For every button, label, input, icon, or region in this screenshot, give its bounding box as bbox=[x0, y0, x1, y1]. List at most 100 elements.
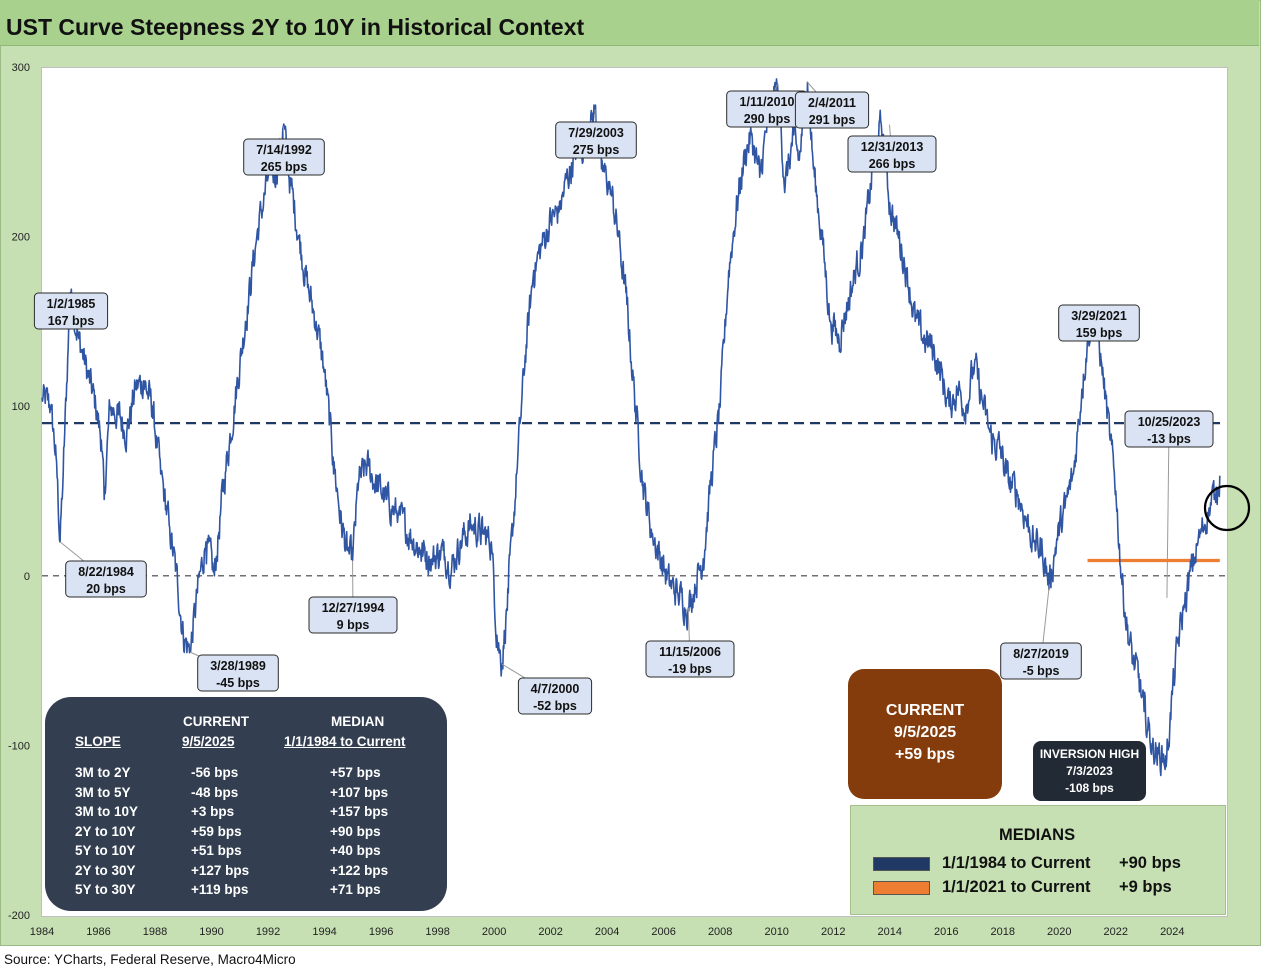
callout-box bbox=[555, 121, 637, 159]
x-tick-label: 1994 bbox=[312, 926, 336, 938]
callout-box bbox=[197, 654, 279, 692]
callout-value: 266 bps bbox=[869, 157, 916, 171]
chart-title: UST Curve Steepness 2Y to 10Y in Histori… bbox=[6, 14, 585, 40]
current-title: CURRENT bbox=[885, 702, 965, 719]
table-row-current: -48 bps bbox=[191, 784, 239, 800]
table-row-median: +71 bps bbox=[330, 882, 381, 897]
callout-leader bbox=[1166, 428, 1170, 598]
table-row-current: +51 bps bbox=[191, 843, 242, 858]
x-tick-label: 2002 bbox=[538, 926, 562, 938]
callout-date: 7/29/2003 bbox=[568, 126, 624, 140]
table-row-current: +119 bps bbox=[191, 882, 249, 897]
x-tick-label: 2010 bbox=[764, 926, 788, 938]
callout-date: 2/4/2011 bbox=[808, 96, 856, 110]
y-tick-label: 300 bbox=[12, 62, 30, 74]
annotation-callout: 3/28/1989 -45 bps bbox=[197, 654, 279, 692]
x-tick-label: 2004 bbox=[595, 926, 619, 938]
legend-swatch-recent bbox=[873, 881, 930, 895]
table-row-median: +122 bps bbox=[330, 862, 389, 878]
current-callout: CURRENT 9/5/2025 +59 bps bbox=[848, 669, 1002, 799]
annotation-callout: 10/25/2023 -13 bps bbox=[1124, 410, 1214, 448]
annotation-callout: 8/27/2019 -5 bps bbox=[1000, 642, 1082, 680]
callout-value: -13 bps bbox=[1147, 432, 1191, 446]
x-tick-label: 1996 bbox=[369, 926, 393, 938]
callout-value: -45 bps bbox=[216, 676, 260, 690]
annotation-callout: 1/2/1985 167 bps bbox=[33, 292, 109, 330]
x-tick-label: 1984 bbox=[30, 926, 54, 938]
medians-legend: MEDIANS 1/1/1984 to Current +90 bps 1/1/… bbox=[850, 805, 1226, 915]
callout-value: 275 bps bbox=[573, 143, 620, 157]
legend-swatch-long bbox=[873, 857, 930, 871]
annotation-callout: 8/22/1984 20 bps bbox=[65, 560, 147, 598]
y-tick-label: 100 bbox=[12, 401, 30, 413]
x-tick-label: 2022 bbox=[1104, 926, 1128, 938]
current-date: 9/5/2025 bbox=[893, 724, 957, 741]
x-tick-label: 2020 bbox=[1047, 926, 1071, 938]
callout-box bbox=[1058, 304, 1140, 342]
callout-value: 159 bps bbox=[1076, 326, 1123, 340]
callout-box bbox=[645, 640, 735, 678]
callout-date: 3/28/1989 bbox=[210, 659, 266, 673]
current-value-circle bbox=[1203, 484, 1251, 532]
table-subheader-current: 9/5/2025 bbox=[182, 734, 235, 749]
callout-box bbox=[1124, 410, 1214, 448]
callout-date: 12/31/2013 bbox=[861, 140, 924, 154]
legend-label-recent: 1/1/2021 to Current bbox=[942, 878, 1091, 896]
medians-title: MEDIANS bbox=[999, 826, 1076, 844]
table-header-median: MEDIAN bbox=[331, 714, 385, 729]
x-tick-label: 2024 bbox=[1160, 926, 1184, 938]
callout-value: 265 bps bbox=[261, 160, 308, 174]
table-row-current: +127 bps bbox=[191, 862, 250, 878]
x-tick-label: 2014 bbox=[877, 926, 901, 938]
annotation-callout: 7/29/2003 275 bps bbox=[555, 121, 637, 159]
table-row-slope: 3M to 5Y bbox=[75, 784, 131, 800]
table-row-slope: 2Y to 10Y bbox=[75, 823, 136, 839]
callout-value: 167 bps bbox=[48, 314, 95, 328]
table-row-median: +40 bps bbox=[330, 843, 381, 858]
inversion-title: INVERSION HIGH bbox=[1039, 747, 1140, 761]
callout-date: 7/14/1992 bbox=[256, 143, 312, 157]
callout-date: 8/22/1984 bbox=[78, 565, 134, 579]
callout-value: 291 bps bbox=[809, 113, 856, 127]
annotation-callout: 2/4/2011 291 bps bbox=[794, 91, 870, 129]
table-row-current: +59 bps bbox=[191, 823, 242, 839]
table-row-slope: 5Y to 30Y bbox=[75, 882, 136, 897]
source-note: Source: YCharts, Federal Reserve, Macro4… bbox=[4, 952, 296, 967]
annotation-callout: 4/7/2000 -52 bps bbox=[517, 677, 593, 715]
legend-label-long: 1/1/1984 to Current bbox=[942, 854, 1091, 872]
callout-date: 1/2/1985 bbox=[47, 297, 96, 311]
callout-box bbox=[65, 560, 147, 598]
legend-value-long: +90 bps bbox=[1119, 854, 1181, 872]
inversion-value: -108 bps bbox=[1065, 781, 1114, 795]
callout-date: 8/27/2019 bbox=[1013, 647, 1069, 661]
table-row-slope: 5Y to 10Y bbox=[75, 843, 136, 858]
table-row-current: +3 bps bbox=[191, 804, 235, 819]
table-row-current: -56 bps bbox=[191, 765, 239, 780]
callout-box bbox=[794, 91, 870, 129]
y-tick-label: 0 bbox=[24, 571, 30, 583]
callout-date: 3/29/2021 bbox=[1071, 309, 1127, 323]
callout-value: -52 bps bbox=[533, 699, 577, 713]
x-tick-label: 2000 bbox=[482, 926, 506, 938]
legend-value-recent: +9 bps bbox=[1119, 878, 1172, 896]
inversion-callout: INVERSION HIGH 7/3/2023 -108 bps bbox=[1033, 741, 1146, 801]
callout-date: 4/7/2000 bbox=[531, 682, 580, 696]
annotation-callout: 1/11/2010 290 bps bbox=[726, 90, 808, 128]
callout-date: 1/11/2010 bbox=[740, 95, 795, 109]
callout-value: 290 bps bbox=[744, 112, 791, 126]
x-tick-label: 2012 bbox=[821, 926, 845, 938]
annotation-callout: 7/14/1992 265 bps bbox=[243, 138, 325, 176]
callout-box bbox=[243, 138, 325, 176]
x-tick-label: 2018 bbox=[991, 926, 1015, 938]
callout-box bbox=[308, 596, 398, 634]
annotation-callout: 12/31/2013 266 bps bbox=[847, 135, 937, 173]
callout-box bbox=[1000, 642, 1082, 680]
callout-value: 9 bps bbox=[337, 618, 370, 632]
y-tick-label: -100 bbox=[8, 740, 30, 752]
callout-box bbox=[33, 292, 109, 330]
x-tick-label: 1998 bbox=[425, 926, 449, 938]
callout-date: 11/15/2006 bbox=[659, 645, 721, 659]
table-row-median: +90 bps bbox=[330, 823, 381, 839]
y-tick-label: 200 bbox=[12, 232, 30, 244]
table-row-median: +157 bps bbox=[330, 804, 389, 819]
